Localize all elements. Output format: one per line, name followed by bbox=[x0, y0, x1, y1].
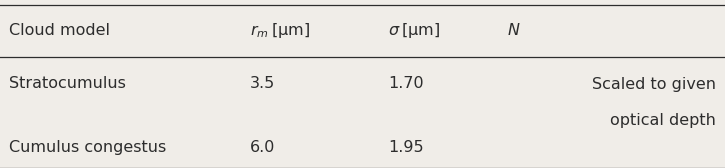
Text: Cumulus congestus: Cumulus congestus bbox=[9, 140, 166, 155]
Text: 1.95: 1.95 bbox=[388, 140, 423, 155]
Text: $\sigma$ [μm]: $\sigma$ [μm] bbox=[388, 21, 440, 40]
Text: 6.0: 6.0 bbox=[250, 140, 276, 155]
Text: Scaled to given: Scaled to given bbox=[592, 76, 716, 92]
Text: 3.5: 3.5 bbox=[250, 76, 276, 92]
Text: $N$: $N$ bbox=[507, 22, 521, 38]
Text: $r_m$ [μm]: $r_m$ [μm] bbox=[250, 21, 310, 40]
Text: Cloud model: Cloud model bbox=[9, 23, 109, 38]
Text: optical depth: optical depth bbox=[610, 113, 716, 129]
Text: Stratocumulus: Stratocumulus bbox=[9, 76, 125, 92]
Text: 1.70: 1.70 bbox=[388, 76, 423, 92]
